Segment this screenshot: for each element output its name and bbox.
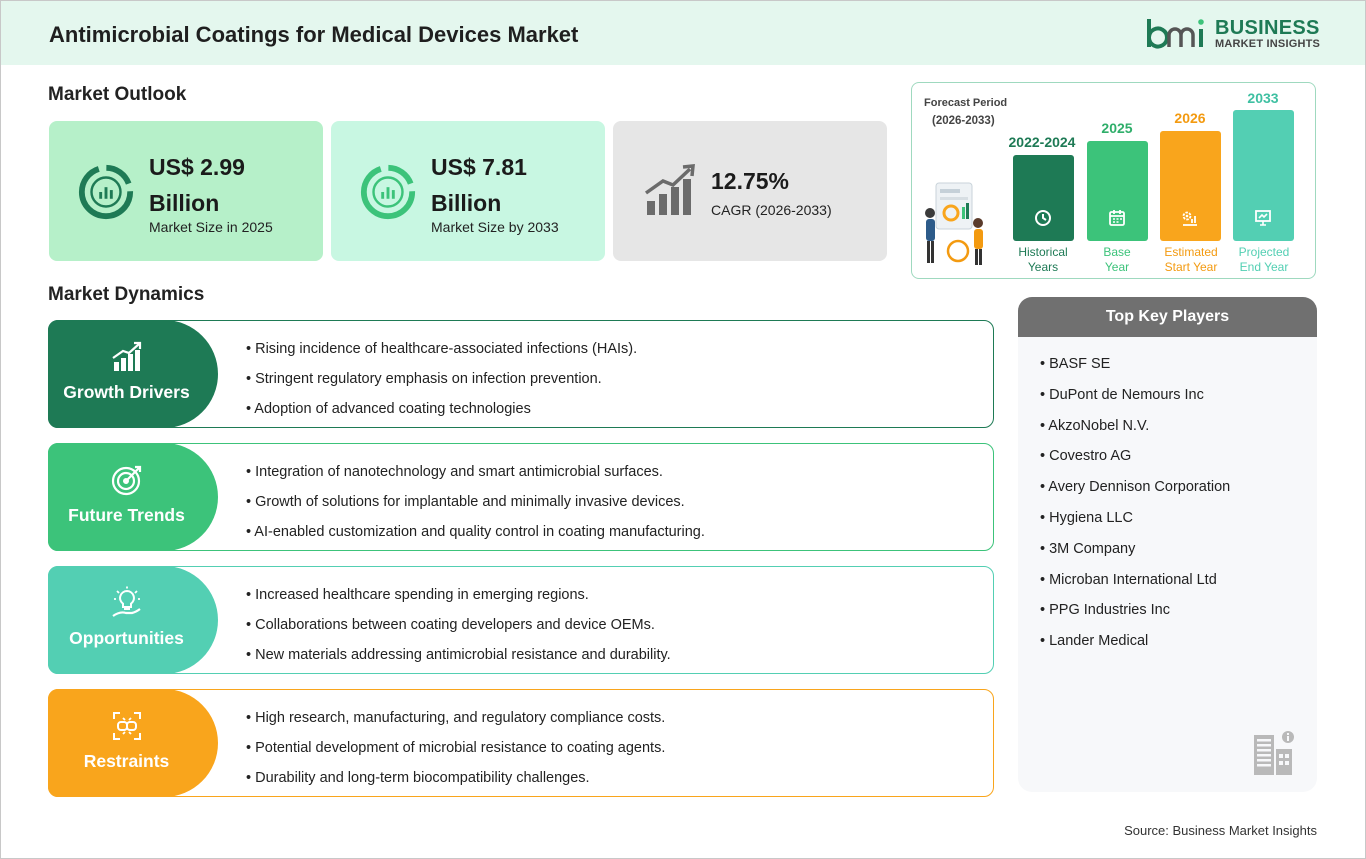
target-icon [111,465,141,495]
building-info-icon [1254,731,1294,775]
cagr-value: 12.75% [711,168,790,194]
growth-chart-icon [111,341,141,371]
future-trends-label: Future Trends [68,504,185,525]
list-item: • Growth of solutions for implantable an… [246,494,685,510]
list-item: • Integration of nanotechnology and smar… [246,464,663,480]
list-item: • Avery Dennison Corporation [1040,479,1231,496]
forecast-label-projected-line2: End Year [1239,260,1289,274]
forecast-label-historical: Historical Years [1008,245,1078,275]
market-outlook-title: Market Outlook [48,84,187,105]
dynamics-row-growth-drivers: Growth Drivers • Rising incidence of hea… [47,319,994,429]
growth-bar-icon [644,164,695,215]
list-item: • AI-enabled customization and quality c… [246,524,705,540]
dynamics-row-future-trends: Future Trends • Integration of nanotechn… [47,442,994,552]
calendar-icon [1109,210,1125,226]
forecast-year-base: 2025 [1101,120,1133,136]
list-item: • Durability and long-term biocompatibil… [246,770,590,786]
future-trends-list: • Integration of nanotechnology and smar… [246,462,705,552]
forecast-period-title: Forecast Period [924,97,1008,109]
growth-drivers-badge: Growth Drivers [47,319,218,428]
list-item: • Potential development of microbial res… [246,740,666,756]
forecast-bar-projected [1233,110,1294,241]
company-logo: BUSINESS MARKET INSIGHTS [1145,17,1325,53]
logo-text-business: BUSINESS [1215,17,1320,39]
forecast-label-projected-line1: Projected [1238,245,1290,259]
gear-chart-icon [1182,211,1197,226]
list-item: • DuPont de Nemours Inc [1040,386,1204,403]
forecast-label-base: Base Year [1082,245,1152,275]
forecast-label-base-line1: Base [1103,245,1131,259]
opportunities-list: • Increased healthcare spending in emerg… [246,585,671,675]
cagr-label: CAGR (2026-2033) [711,202,832,218]
list-item: • Stringent regulatory emphasis on infec… [246,371,602,387]
market-size-2033-value: US$ 7.81 Billion [431,154,527,216]
bmi-logo-mark-icon [1147,19,1204,49]
page-title: Antimicrobial Coatings for Medical Devic… [49,22,579,47]
lightbulb-hand-icon [111,586,141,617]
market-size-2033-label: Market Size by 2033 [431,219,559,235]
top-key-players-title: Top Key Players [1018,297,1317,337]
forecast-label-base-line2: Year [1104,260,1130,274]
list-item: • Adoption of advanced coating technolog… [246,401,531,417]
restraints-list: • High research, manufacturing, and regu… [246,708,665,798]
history-icon [1035,210,1051,226]
dynamics-row-restraints: Restraints • High research, manufacturin… [47,688,994,798]
list-item: • Increased healthcare spending in emerg… [246,587,589,603]
list-item: • PPG Industries Inc [1040,602,1170,619]
list-item: • Rising incidence of healthcare-associa… [246,341,638,357]
header-bar: Antimicrobial Coatings for Medical Devic… [1,1,1365,65]
dynamics-row-opportunities: Opportunities • Increased healthcare spe… [47,565,994,675]
list-item: • Microban International Ltd [1040,571,1217,588]
growth-drivers-label: Growth Drivers [63,381,190,402]
market-size-2025-card: US$ 2.99 Billion Market Size in 2025 [49,121,323,261]
restraints-badge: Restraints [47,688,218,797]
forecast-period-range: (2026-2033) [932,115,995,127]
forecast-bar-historical [1013,155,1074,241]
market-size-2033-card: US$ 7.81 Billion Market Size by 2033 [331,121,605,261]
list-item: • Covestro AG [1040,448,1132,465]
list-item: • Lander Medical [1040,633,1149,650]
list-item: • AkzoNobel N.V. [1040,417,1150,434]
future-trends-badge: Future Trends [47,442,218,551]
opportunities-label: Opportunities [69,627,184,648]
restraints-label: Restraints [83,750,170,771]
list-item: • Collaborations between coating develop… [246,617,655,633]
list-item: • Hygiena LLC [1040,509,1133,526]
cagr-card: 12.75% CAGR (2026-2033) [613,121,887,261]
forecast-period-panel: Forecast Period (2026-2033) 2022-2024 Hi… [911,82,1316,279]
logo-text-market-insights: MARKET INSIGHTS [1215,38,1321,50]
key-players-list: • BASF SE • DuPont de Nemours Inc • Akzo… [1040,354,1230,662]
list-item: • High research, manufacturing, and regu… [246,710,666,726]
pie-chart-icon [78,164,134,220]
market-size-2025-label: Market Size in 2025 [149,219,273,235]
source-note: Source: Business Market Insights [1124,823,1317,838]
forecast-bar-estimated [1160,131,1221,241]
pie-chart-icon [360,164,416,220]
forecast-year-historical: 2022-2024 [1008,134,1076,150]
presentation-icon [1255,210,1271,226]
forecast-label-historical-line2: Years [1027,260,1059,274]
forecast-year-projected: 2033 [1247,90,1279,106]
forecast-label-estimated: Estimated Start Year [1156,245,1226,275]
market-dynamics-title: Market Dynamics [48,284,205,305]
forecast-label-estimated-line1: Estimated [1164,245,1218,259]
forecast-label-historical-line1: Historical [1018,245,1068,259]
market-size-2025-value: US$ 2.99 Billion [149,154,245,216]
top-key-players-panel: Top Key Players • BASF SE • DuPont de Ne… [1018,297,1317,792]
forecast-label-estimated-line2: Start Year [1164,260,1218,274]
forecast-label-projected: Projected End Year [1229,245,1299,275]
broken-link-icon [112,711,141,740]
forecast-bar-base [1087,141,1148,241]
analysts-illustration-icon [925,182,983,265]
list-item: • New materials addressing antimicrobial… [246,647,671,663]
growth-drivers-list: • Rising incidence of healthcare-associa… [246,339,637,429]
opportunities-badge: Opportunities [47,565,218,674]
list-item: • 3M Company [1040,540,1136,557]
forecast-year-estimated: 2026 [1174,110,1206,126]
list-item: • BASF SE [1040,356,1111,372]
